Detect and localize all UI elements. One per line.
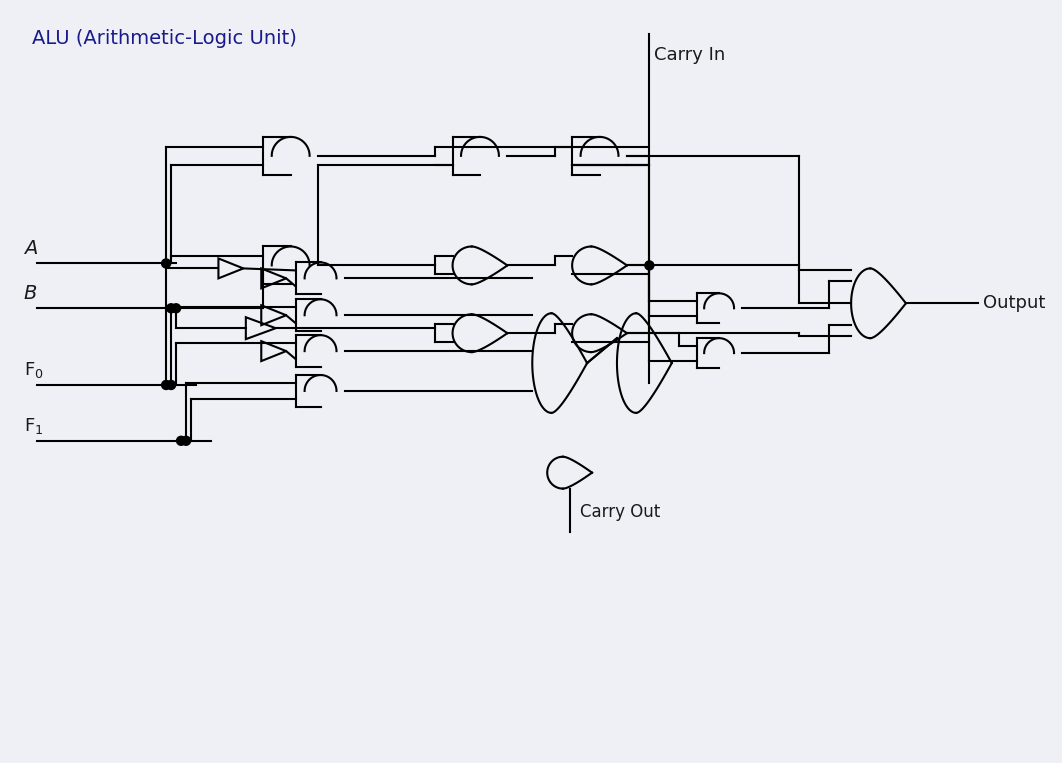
Circle shape — [172, 304, 181, 313]
Circle shape — [182, 436, 190, 446]
Circle shape — [161, 381, 171, 389]
Text: ALU (Arithmetic-Logic Unit): ALU (Arithmetic-Logic Unit) — [32, 29, 296, 48]
Text: B: B — [23, 285, 37, 303]
Text: Carry In: Carry In — [654, 46, 725, 64]
Circle shape — [645, 261, 654, 270]
Circle shape — [176, 436, 186, 446]
Circle shape — [161, 259, 171, 268]
Text: Carry Out: Carry Out — [580, 503, 660, 520]
Text: F$_1$: F$_1$ — [23, 416, 44, 436]
Circle shape — [167, 381, 175, 389]
Circle shape — [167, 304, 175, 313]
Text: A: A — [23, 240, 37, 259]
Text: F$_0$: F$_0$ — [23, 360, 44, 380]
Text: Output: Output — [983, 295, 1045, 312]
